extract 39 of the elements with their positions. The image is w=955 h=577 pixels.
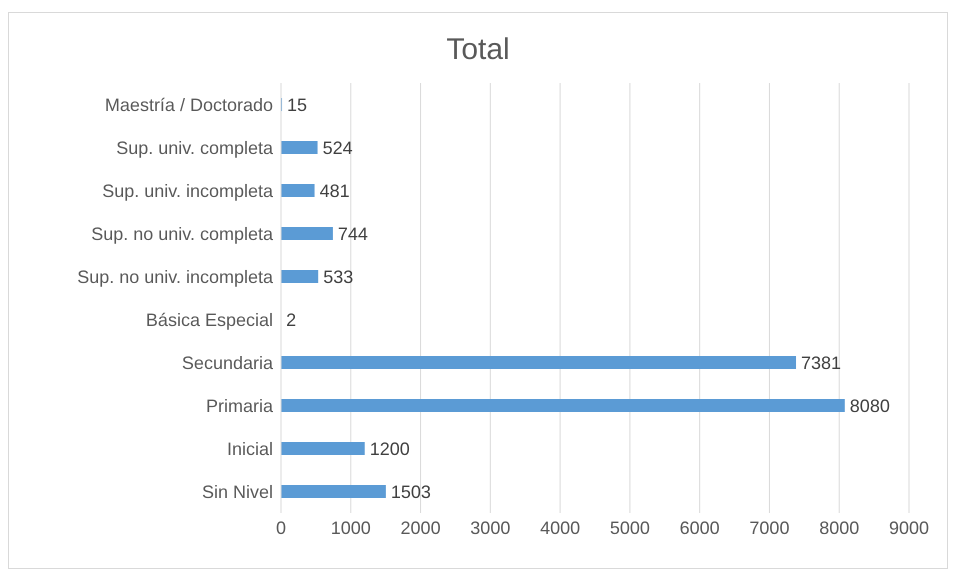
data-label: 481 <box>320 180 350 201</box>
x-tick-label: 6000 <box>680 518 720 538</box>
data-label: 1200 <box>370 438 410 459</box>
data-label: 2 <box>286 310 296 330</box>
y-tick-label: Sup. no univ. incompleta <box>77 266 274 287</box>
x-tick-label: 3000 <box>470 518 510 538</box>
data-label: 533 <box>323 266 354 287</box>
x-tick-label: 5000 <box>610 518 650 538</box>
y-tick-label: Inicial <box>226 438 273 459</box>
data-label: 744 <box>338 224 368 244</box>
bar <box>281 270 318 284</box>
bar <box>281 184 315 198</box>
y-tick-label: Sup. univ. completa <box>116 138 274 158</box>
y-tick-label: Secundaria <box>182 352 274 373</box>
bar <box>281 442 365 456</box>
y-tick-label: Sin Nivel <box>202 482 273 502</box>
bar <box>281 399 845 412</box>
x-tick-label: 0 <box>276 518 286 538</box>
bar <box>281 485 386 498</box>
x-tick-label: 8000 <box>819 518 860 538</box>
bar <box>281 227 333 240</box>
y-tick-label: Sup. no univ. completa <box>91 224 274 244</box>
data-label: 1503 <box>390 482 431 502</box>
data-label: 8080 <box>850 396 890 416</box>
y-tick-label: Básica Especial <box>146 310 273 330</box>
bar <box>281 141 318 154</box>
y-tick-label: Maestría / Doctorado <box>104 94 273 115</box>
bar <box>281 356 796 370</box>
x-tick-label: 2000 <box>400 518 441 538</box>
data-label: 524 <box>322 138 353 158</box>
data-label: 15 <box>287 94 308 115</box>
y-tick-label: Sup. univ. incompleta <box>102 180 274 201</box>
x-tick-label: 9000 <box>888 518 930 538</box>
x-tick-label: 4000 <box>540 518 580 538</box>
data-label: 7381 <box>801 352 842 373</box>
x-tick-label: 1000 <box>330 518 371 538</box>
y-tick-label: Primaria <box>206 396 274 416</box>
x-tick-label: 7000 <box>749 518 790 538</box>
chart-title: Total <box>445 33 511 68</box>
